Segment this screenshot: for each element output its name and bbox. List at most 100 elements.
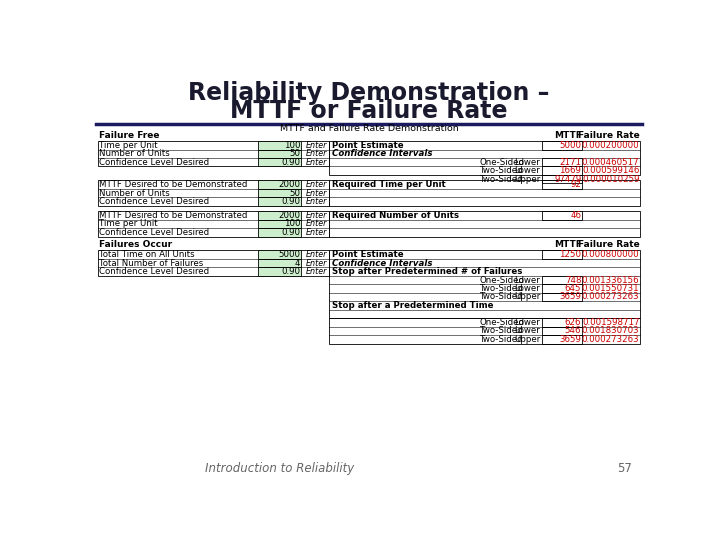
Bar bbox=[98, 180, 329, 206]
Text: 0.001550731: 0.001550731 bbox=[582, 284, 639, 293]
Text: 3659: 3659 bbox=[559, 335, 581, 344]
Text: 0.001830703: 0.001830703 bbox=[582, 326, 639, 335]
Text: MTTF Desired to be Demonstrated: MTTF Desired to be Demonstrated bbox=[99, 180, 248, 189]
Text: Point Estimate: Point Estimate bbox=[332, 141, 403, 150]
Bar bbox=[258, 228, 301, 237]
Text: 100: 100 bbox=[284, 219, 300, 228]
Text: Upper: Upper bbox=[514, 335, 540, 344]
Text: Two-Sided: Two-Sided bbox=[480, 326, 524, 335]
Text: One-Sided: One-Sided bbox=[479, 275, 524, 285]
Text: 645: 645 bbox=[565, 284, 581, 293]
Text: Enter: Enter bbox=[305, 211, 327, 220]
Text: 50: 50 bbox=[289, 188, 300, 198]
Bar bbox=[329, 251, 640, 318]
Bar bbox=[258, 189, 301, 197]
Text: Enter: Enter bbox=[305, 250, 327, 259]
Text: 0.90: 0.90 bbox=[281, 228, 300, 237]
Text: Enter: Enter bbox=[305, 180, 327, 189]
Text: Enter: Enter bbox=[305, 259, 327, 268]
Text: Lower: Lower bbox=[515, 318, 540, 327]
Text: Confidence Level Desired: Confidence Level Desired bbox=[99, 228, 210, 237]
Text: 2000: 2000 bbox=[278, 211, 300, 220]
Text: Upper: Upper bbox=[514, 174, 540, 184]
Text: 46: 46 bbox=[570, 211, 581, 220]
Text: 2000: 2000 bbox=[278, 180, 300, 189]
Text: 0.000460517: 0.000460517 bbox=[582, 158, 639, 167]
Bar bbox=[542, 251, 582, 259]
Text: Enter: Enter bbox=[305, 149, 327, 158]
Text: Enter: Enter bbox=[305, 141, 327, 150]
Text: Lower: Lower bbox=[515, 166, 540, 175]
Text: 0.000273263: 0.000273263 bbox=[582, 335, 639, 344]
Text: 0.000800000: 0.000800000 bbox=[582, 250, 639, 259]
Bar bbox=[258, 220, 301, 228]
Bar bbox=[258, 180, 301, 189]
Text: Failure Rate: Failure Rate bbox=[577, 240, 639, 249]
Bar bbox=[542, 175, 582, 184]
Text: 1250: 1250 bbox=[559, 250, 581, 259]
Bar bbox=[258, 211, 301, 220]
Bar bbox=[542, 141, 582, 150]
Bar bbox=[542, 335, 582, 343]
Bar bbox=[98, 211, 329, 237]
Text: Stop after a Predetermined Time: Stop after a Predetermined Time bbox=[332, 301, 493, 310]
Text: MTTF Desired to be Demonstrated: MTTF Desired to be Demonstrated bbox=[99, 211, 248, 220]
Text: 0.001336156: 0.001336156 bbox=[582, 275, 639, 285]
Bar bbox=[542, 276, 582, 284]
Bar bbox=[329, 318, 640, 343]
Bar bbox=[329, 211, 640, 237]
Text: Confidence Level Desired: Confidence Level Desired bbox=[99, 197, 210, 206]
Bar bbox=[258, 267, 301, 276]
Text: 626: 626 bbox=[565, 318, 581, 327]
Text: Reliability Demonstration –: Reliability Demonstration – bbox=[189, 82, 549, 105]
Text: 546: 546 bbox=[565, 326, 581, 335]
Text: Point Estimate: Point Estimate bbox=[332, 250, 403, 259]
Text: One-Sided: One-Sided bbox=[479, 318, 524, 327]
Text: Upper: Upper bbox=[514, 293, 540, 301]
Text: One-Sided: One-Sided bbox=[479, 158, 524, 167]
Text: Two-Sided: Two-Sided bbox=[480, 174, 524, 184]
Text: Failure Free: Failure Free bbox=[99, 131, 160, 140]
Text: 57: 57 bbox=[617, 462, 632, 475]
Text: 1669: 1669 bbox=[559, 166, 581, 175]
Text: Confidence Level Desired: Confidence Level Desired bbox=[99, 267, 210, 276]
Bar bbox=[258, 259, 301, 267]
Text: MTTF: MTTF bbox=[554, 240, 582, 249]
Text: Two-Sided: Two-Sided bbox=[480, 335, 524, 344]
Text: Enter: Enter bbox=[305, 197, 327, 206]
Bar bbox=[542, 166, 582, 175]
Text: MTTF and Failure Rate Demonstration: MTTF and Failure Rate Demonstration bbox=[279, 124, 459, 133]
Text: MTTF: MTTF bbox=[554, 131, 582, 140]
Text: Lower: Lower bbox=[515, 326, 540, 335]
Text: 0.001598717: 0.001598717 bbox=[582, 318, 639, 327]
Text: Two-Sided: Two-Sided bbox=[480, 284, 524, 293]
Text: Two-Sided: Two-Sided bbox=[480, 166, 524, 175]
Text: 0.90: 0.90 bbox=[281, 158, 300, 167]
Text: Two-Sided: Two-Sided bbox=[480, 293, 524, 301]
Bar bbox=[258, 150, 301, 158]
Text: 5000: 5000 bbox=[559, 141, 581, 150]
Text: 97479: 97479 bbox=[554, 174, 581, 184]
Text: Introduction to Reliability: Introduction to Reliability bbox=[205, 462, 354, 475]
Text: Failures Occur: Failures Occur bbox=[99, 240, 172, 249]
Text: Stop after Predetermined # of Failures: Stop after Predetermined # of Failures bbox=[332, 267, 522, 276]
Text: Confidence Level Desired: Confidence Level Desired bbox=[99, 158, 210, 167]
Text: 4: 4 bbox=[294, 259, 300, 268]
Text: Lower: Lower bbox=[515, 284, 540, 293]
Bar bbox=[329, 180, 640, 206]
Text: Time per Unit: Time per Unit bbox=[99, 141, 158, 150]
Text: Time per Unit: Time per Unit bbox=[99, 219, 158, 228]
Bar bbox=[258, 251, 301, 259]
Text: MTTF or Failure Rate: MTTF or Failure Rate bbox=[230, 99, 508, 123]
Text: 0.90: 0.90 bbox=[281, 267, 300, 276]
Bar bbox=[542, 293, 582, 301]
Text: Number of Units: Number of Units bbox=[99, 149, 170, 158]
Bar bbox=[542, 284, 582, 293]
Bar bbox=[258, 197, 301, 206]
Bar bbox=[542, 158, 582, 166]
Text: 0.000200000: 0.000200000 bbox=[582, 141, 639, 150]
Text: 5000: 5000 bbox=[278, 250, 300, 259]
Text: 748: 748 bbox=[565, 275, 581, 285]
Bar bbox=[542, 327, 582, 335]
Text: Confidence Intervals: Confidence Intervals bbox=[332, 259, 432, 268]
